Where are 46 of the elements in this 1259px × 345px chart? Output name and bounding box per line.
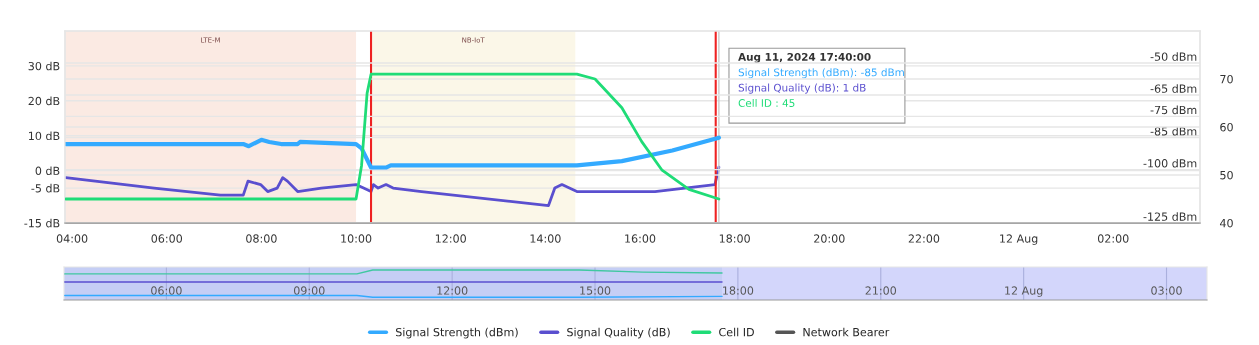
y-tick-label: -15 dB (24, 218, 60, 228)
legend-label: Cell ID (719, 327, 754, 337)
x-tick-label: 08:00 (246, 234, 277, 243)
y3-tick-label: 50 (1220, 170, 1233, 180)
y3-tick-label: 70 (1220, 74, 1233, 84)
y2-tick-label: -50 dBm (1150, 52, 1197, 61)
legend-label: Signal Strength (dBm) (395, 327, 518, 339)
y2-tick-label: -75 dBm (1150, 105, 1197, 115)
y2-tick-label: -85 dBm (1150, 126, 1197, 136)
y2-tick-label: -100 dBm (1143, 158, 1197, 168)
annotation: Cell ID : 45 (738, 98, 795, 107)
x-tick-label: 10:00 (341, 234, 372, 243)
x-tick-label: 12 Aug (1000, 234, 1038, 245)
x-tick-label: 09:00 (293, 286, 325, 295)
x-tick-label: 06:00 (151, 234, 183, 243)
x-tick-label: 21:00 (865, 286, 897, 295)
annotation: Aug 11, 2024 17:40:00 (738, 52, 871, 63)
x-tick-label: 02:00 (1097, 234, 1129, 243)
y-tick-label: -5 dB (31, 183, 60, 193)
x-tick-label: 14:00 (530, 234, 561, 243)
y3-tick-label: 40 (1219, 218, 1233, 228)
x-tick-label: 18:00 (719, 234, 750, 243)
y3-tick-label: 60 (1220, 122, 1233, 132)
y2-tick-label: -65 dBm (1150, 84, 1197, 93)
x-tick-label: 12:00 (435, 234, 466, 243)
annotation: Signal Strength (dBm): -85 dBm (738, 68, 904, 79)
x-tick-label: 22:00 (908, 234, 940, 243)
x-tick-label: 15:00 (580, 286, 611, 295)
y-tick-label: 0 dB (35, 166, 60, 176)
x-tick-label: 20:00 (814, 234, 845, 243)
line-series (65, 165, 721, 207)
x-tick-label: 03:00 (1151, 286, 1182, 295)
annotation: Signal Quality (dB): 1 dB (738, 83, 866, 94)
x-tick-label: 12 Aug (1005, 286, 1043, 297)
y-tick-label: 20 dB (28, 96, 60, 106)
x-tick-label: 06:00 (151, 286, 182, 295)
x-tick-label: 16:00 (625, 234, 656, 243)
x-tick-label: 12:00 (437, 286, 468, 295)
x-tick-label: 04:00 (56, 234, 88, 243)
x-tick-label: 18:00 (723, 286, 754, 295)
y2-tick-label: -125 dBm (1143, 212, 1197, 221)
legend-label: Signal Quality (dB) (567, 327, 670, 339)
y-tick-label: 10 dB (29, 131, 60, 141)
line-series (65, 72, 721, 201)
y-tick-label: 30 dB (28, 61, 60, 71)
legend-label: Network Bearer (803, 327, 890, 337)
